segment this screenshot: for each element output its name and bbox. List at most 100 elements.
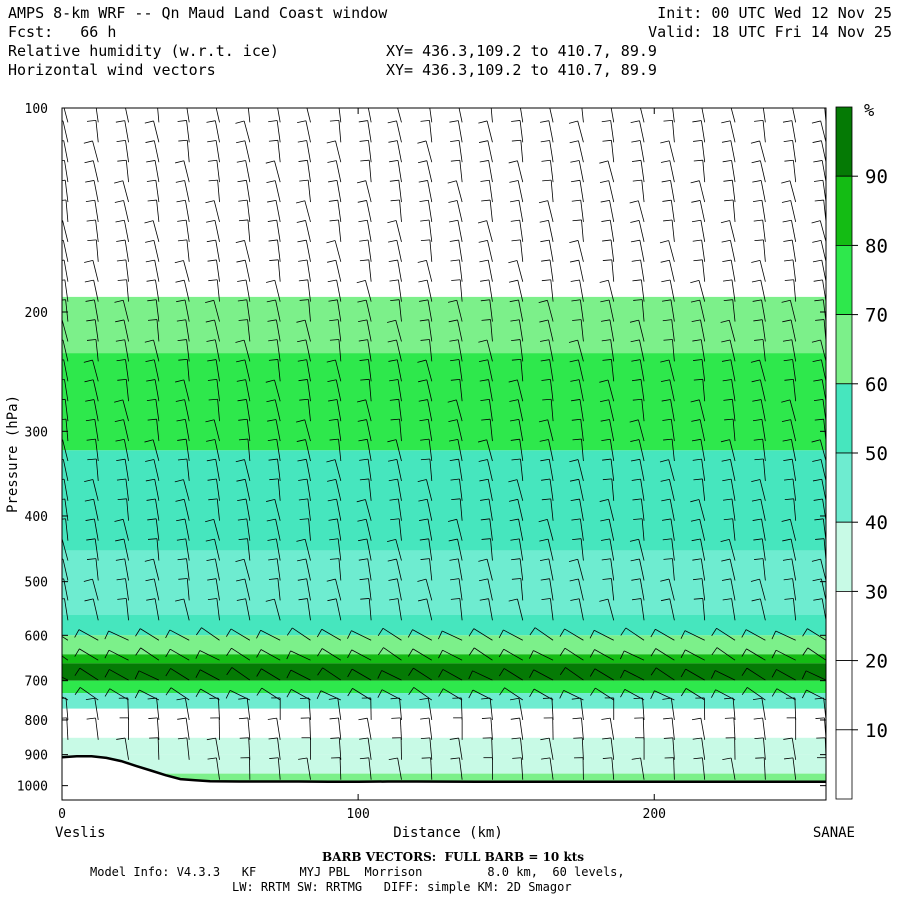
wind-barb bbox=[215, 359, 220, 382]
wind-barb-flag bbox=[499, 687, 505, 696]
wind-barb bbox=[290, 669, 311, 681]
wind-barb bbox=[578, 140, 584, 163]
wind-barb-flag bbox=[417, 140, 427, 144]
wind-barb bbox=[702, 478, 706, 501]
wind-barb bbox=[821, 260, 826, 282]
wind-barb-flag bbox=[104, 688, 111, 697]
wind-barb bbox=[792, 379, 797, 402]
wind-barb bbox=[94, 299, 99, 322]
wind-barb-flag bbox=[390, 418, 400, 421]
wind-barb-flag bbox=[481, 538, 491, 540]
wind-barb bbox=[335, 479, 342, 501]
wind-barb-flag bbox=[620, 689, 626, 698]
wind-barb-flag bbox=[811, 558, 821, 562]
wind-barb-flag bbox=[62, 518, 66, 520]
wind-barb bbox=[93, 180, 99, 203]
wind-barb bbox=[126, 279, 129, 302]
wind-barb-flag bbox=[206, 737, 216, 741]
wind-barb-flag bbox=[327, 598, 337, 602]
wind-barb bbox=[655, 648, 675, 661]
wind-barb bbox=[728, 320, 736, 342]
wind-barb-flag bbox=[177, 717, 187, 720]
wind-barb-flag bbox=[208, 398, 218, 401]
wind-barb bbox=[274, 379, 281, 402]
wind-barb bbox=[519, 439, 524, 462]
wind-barb bbox=[213, 419, 220, 442]
wind-barb bbox=[581, 717, 584, 740]
wind-barb-flag bbox=[784, 598, 794, 600]
wind-barb bbox=[716, 647, 736, 661]
wind-barb-flag bbox=[86, 101, 95, 102]
wind-barb-flag bbox=[358, 538, 368, 542]
wind-barb-flag bbox=[754, 737, 764, 740]
wind-barb bbox=[92, 479, 99, 501]
wind-barb-flag bbox=[663, 119, 673, 122]
wind-barb bbox=[668, 140, 675, 163]
colorbar-segment bbox=[835, 383, 853, 454]
wind-barb bbox=[533, 669, 554, 681]
wind-barb-flag bbox=[266, 499, 275, 502]
wind-barb-flag bbox=[751, 498, 761, 502]
wind-barb-flag bbox=[540, 140, 550, 143]
wind-barb bbox=[516, 260, 524, 282]
wind-barb bbox=[399, 419, 402, 442]
wind-barb bbox=[201, 627, 220, 641]
wind-barb bbox=[670, 399, 675, 422]
wind-barb bbox=[277, 478, 281, 501]
wind-barb-flag bbox=[419, 199, 429, 203]
wind-barb bbox=[215, 738, 220, 760]
wind-barb-flag bbox=[601, 101, 610, 103]
wind-barb bbox=[548, 339, 554, 362]
wind-barb-flag bbox=[478, 558, 488, 562]
wind-barb bbox=[124, 459, 129, 481]
wind-barb bbox=[671, 439, 675, 462]
wind-barb-flag bbox=[663, 438, 673, 441]
wind-barb bbox=[637, 419, 645, 442]
wind-barb-flag bbox=[116, 458, 126, 461]
wind-barb bbox=[397, 757, 402, 780]
wind-barb-flag bbox=[741, 648, 747, 657]
wind-barb-flag bbox=[86, 717, 96, 720]
wind-barb-flag bbox=[478, 120, 488, 124]
wind-barb bbox=[93, 499, 99, 521]
wind-barb-flag bbox=[589, 668, 596, 677]
wind-barb-flag bbox=[296, 200, 305, 204]
wind-barb-flag bbox=[572, 717, 582, 720]
wind-barb-flag bbox=[538, 419, 548, 423]
wind-barb bbox=[336, 399, 342, 422]
rh-layer bbox=[62, 737, 826, 755]
wind-barb-flag bbox=[357, 518, 367, 522]
wind-barb bbox=[519, 220, 524, 242]
wind-barb bbox=[185, 319, 190, 342]
wind-barb bbox=[185, 698, 190, 721]
wind-barb-flag bbox=[510, 697, 520, 701]
wind-barb-flag bbox=[572, 438, 582, 441]
wind-barb bbox=[246, 419, 251, 442]
wind-barb-flag bbox=[299, 179, 309, 182]
wind-barb bbox=[489, 299, 493, 322]
wind-barb bbox=[669, 479, 675, 501]
xy-line-1: XY= 436.3,109.2 to 410.7, 89.9 bbox=[386, 42, 657, 60]
wind-barb bbox=[307, 180, 311, 203]
wind-barb bbox=[426, 479, 433, 501]
wind-barb-flag bbox=[814, 697, 824, 700]
wind-barb bbox=[669, 160, 675, 183]
wind-barb bbox=[458, 140, 463, 163]
wind-barb-flag bbox=[206, 439, 216, 442]
wind-barb-flag bbox=[177, 120, 187, 122]
wind-barb-flag bbox=[84, 379, 94, 383]
wind-barb bbox=[215, 578, 220, 601]
wind-barb bbox=[700, 558, 706, 581]
wind-barb bbox=[728, 539, 736, 561]
wind-barb-flag bbox=[451, 498, 461, 501]
wind-barb bbox=[153, 559, 160, 581]
wind-barb-flag bbox=[115, 120, 125, 123]
wind-barb-flag bbox=[632, 379, 642, 382]
wind-barb-flag bbox=[407, 629, 413, 638]
wind-barb bbox=[186, 339, 190, 362]
wind-barb bbox=[655, 628, 675, 641]
wind-barb bbox=[669, 598, 675, 621]
wind-barb-flag bbox=[812, 239, 822, 243]
wind-barb bbox=[700, 220, 706, 242]
wind-barb-flag bbox=[177, 438, 187, 441]
